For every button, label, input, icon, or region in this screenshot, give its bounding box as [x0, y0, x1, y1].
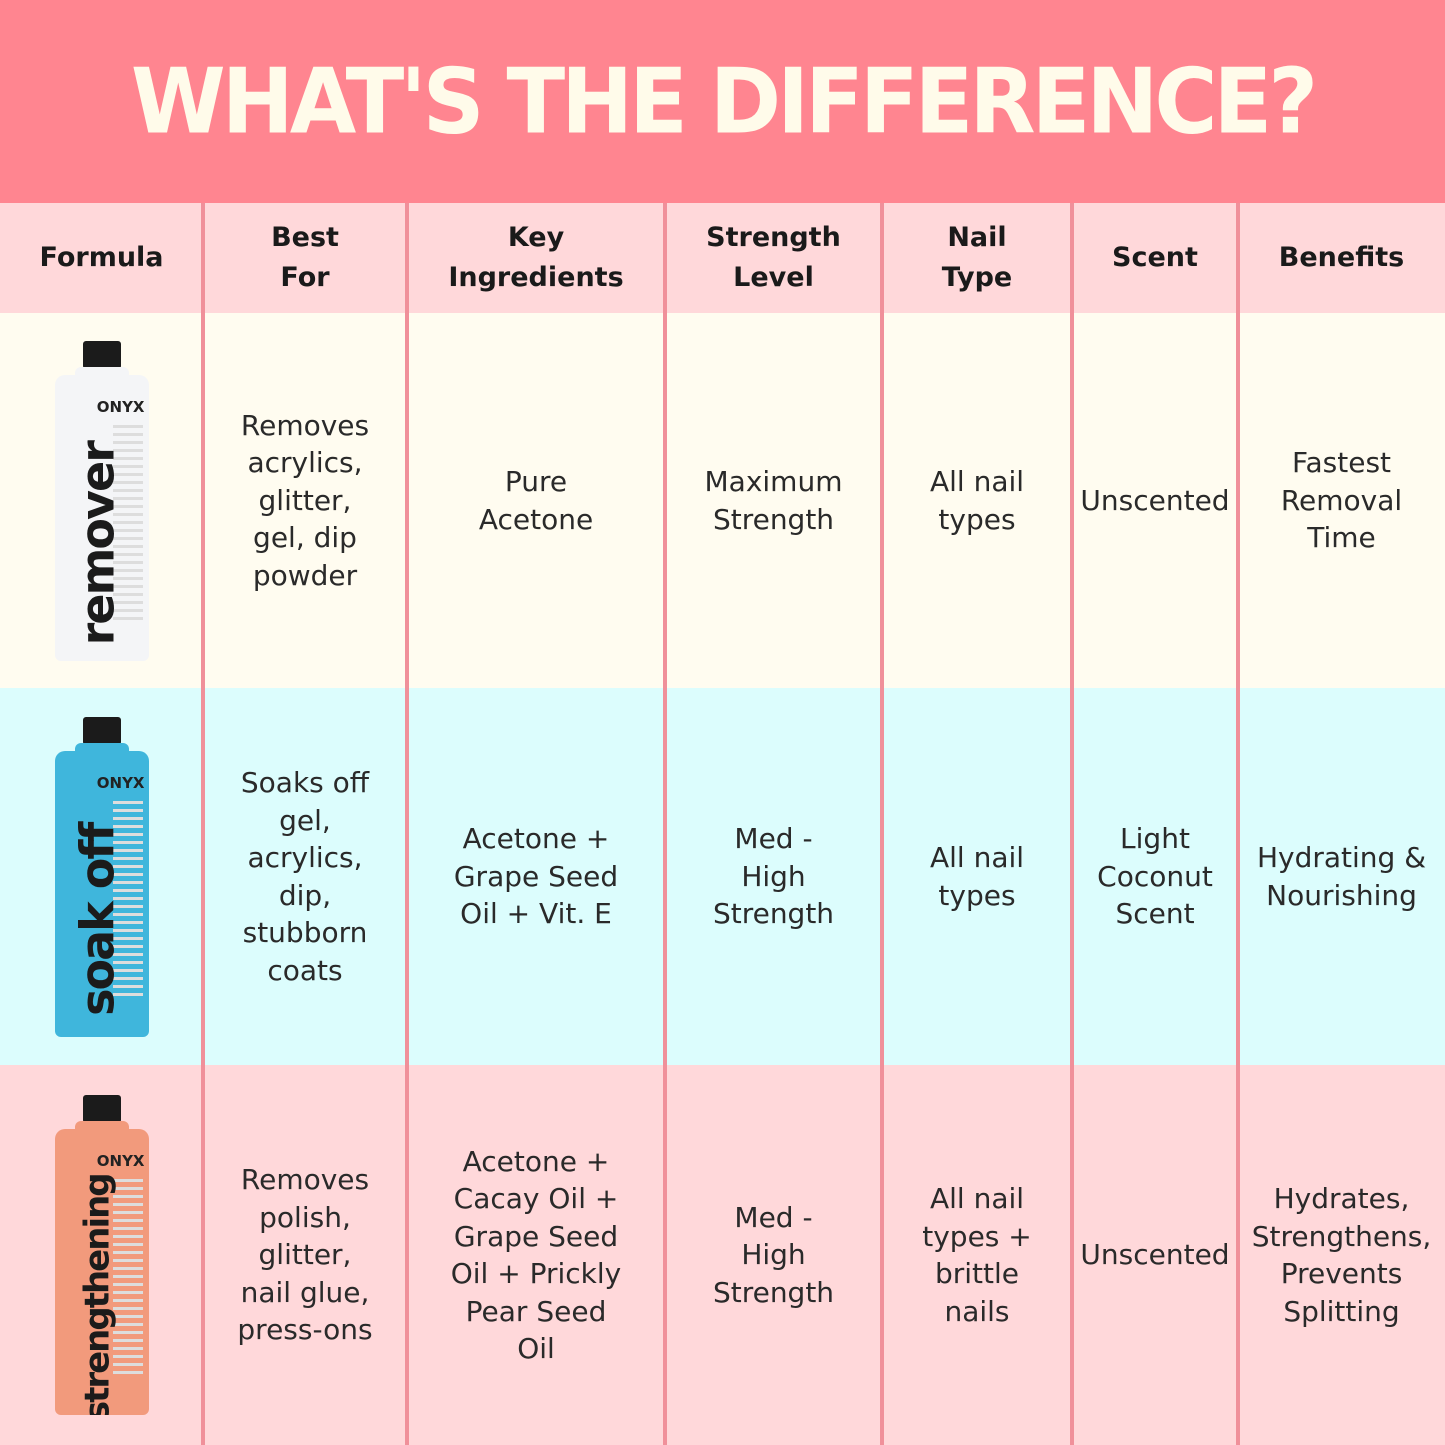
column-header: Formula	[39, 242, 164, 273]
best-for-cell: Removes polish, glitter, nail glue, pres…	[237, 1163, 373, 1347]
header-row: Formula Best For Key Ingredients Strength L…	[0, 203, 1445, 313]
scent-cell: Unscented	[1080, 1238, 1230, 1272]
column-divider	[663, 203, 667, 1445]
product-name: soak off	[69, 823, 124, 1016]
key-ingredients-cell: Pure Acetone	[478, 465, 594, 536]
product-name: strengthening	[76, 1174, 117, 1415]
bottle-cap	[82, 1095, 121, 1123]
bottle-image: ONYX strengthening	[54, 1095, 149, 1415]
column-divider	[201, 203, 205, 1445]
nail-type-cell: All nail types	[929, 841, 1025, 912]
column-header: Key Ingredients	[448, 222, 624, 293]
label-text-block	[112, 800, 143, 1001]
benefits-cell: Fastest Removal Time	[1280, 446, 1403, 555]
strength-level-cell: Maximum Strength	[704, 465, 843, 536]
scent-cell: Light Coconut Scent	[1097, 822, 1213, 931]
bottle-cap	[82, 716, 121, 745]
column-divider	[1236, 203, 1240, 1445]
benefits-cell: Hydrating & Nourishing	[1256, 841, 1427, 912]
nail-type-cell: All nail types + brittle nails	[922, 1182, 1032, 1328]
product-name: remover	[69, 441, 124, 645]
brand-logo: ONYX	[96, 397, 145, 416]
bottle-image: ONYX soak off	[54, 716, 149, 1037]
table-row: ONYX soak off Soaks off gel, acrylics, d…	[0, 688, 1445, 1065]
column-header: Scent	[1112, 242, 1198, 273]
bottle-body: ONYX remover	[54, 374, 149, 661]
column-divider	[1070, 203, 1074, 1445]
best-for-cell: Removes acrylics, glitter, gel, dip powd…	[240, 408, 370, 592]
brand-logo: ONYX	[96, 773, 145, 792]
key-ingredients-cell: Acetone + Grape Seed Oil + Vit. E	[453, 822, 619, 931]
page-title: WHAT'S THE DIFFERENCE?	[130, 49, 1318, 155]
strength-level-cell: Med - High Strength	[712, 1200, 835, 1309]
bottle-body: ONYX soak off	[54, 750, 149, 1037]
label-text-block	[112, 1179, 143, 1379]
column-divider	[880, 203, 884, 1445]
title-banner: WHAT'S THE DIFFERENCE?	[0, 0, 1445, 203]
best-for-cell: Soaks off gel, acrylics, dip, stubborn c…	[240, 766, 370, 987]
product-image: ONYX remover	[0, 313, 203, 688]
column-header: Strength Level	[706, 222, 841, 293]
strength-level-cell: Med - High Strength	[712, 822, 835, 931]
brand-logo: ONYX	[96, 1152, 145, 1170]
column-header: Benefits	[1278, 242, 1405, 273]
comparison-table: Formula Best For Key Ingredients Strength L…	[0, 203, 1445, 1445]
column-divider	[405, 203, 409, 1445]
table-row: ONYX remover Removes acrylics, glitter, …	[0, 313, 1445, 688]
nail-type-cell: All nail types	[929, 465, 1025, 536]
column-header: Nail Type	[941, 222, 1013, 293]
column-header: Best For	[271, 222, 339, 293]
product-image: ONYX strengthening	[0, 1065, 203, 1445]
label-text-block	[112, 424, 143, 625]
key-ingredients-cell: Acetone + Cacay Oil + Grape Seed Oil + P…	[450, 1144, 622, 1366]
table-row: ONYX strengthening Removes polish, glitt…	[0, 1065, 1445, 1445]
product-image: ONYX soak off	[0, 688, 203, 1065]
bottle-body: ONYX strengthening	[54, 1129, 149, 1415]
benefits-cell: Hydrates, Strengthens, Prevents Splittin…	[1251, 1182, 1432, 1328]
bottle-image: ONYX remover	[54, 340, 149, 661]
bottle-cap	[82, 340, 121, 369]
scent-cell: Unscented	[1080, 483, 1230, 517]
